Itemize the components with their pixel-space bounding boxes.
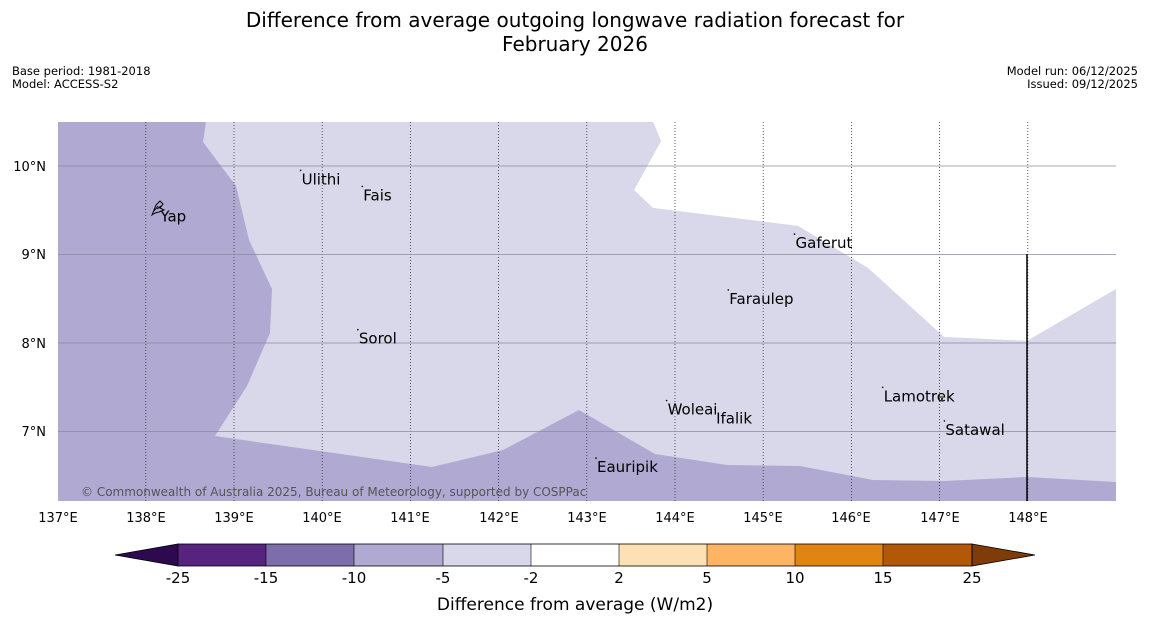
- colorbar-tick: 10: [785, 569, 804, 587]
- colorbar-tick: -2: [524, 569, 539, 587]
- lat-label-8n: 8°N: [22, 337, 47, 352]
- lon-label-138e: 138°E: [126, 511, 166, 526]
- place-label: Lamotrek: [884, 387, 955, 405]
- meridian-lines: [145, 122, 1029, 501]
- lon-label-144e: 144°E: [655, 511, 695, 526]
- lon-label-148e: 148°E: [1008, 511, 1048, 526]
- place-marker: Yap: [158, 206, 186, 226]
- colorbar-bin-3: [354, 544, 443, 566]
- meta-left: Base period: 1981-2018 Model: ACCESS-S2: [12, 65, 151, 91]
- place-label: Gaferut: [796, 234, 853, 252]
- place-marker: Lamotrek: [881, 386, 955, 405]
- contour-minus2-to-2: [634, 122, 1116, 341]
- lon-label-143e: 143°E: [567, 511, 607, 526]
- place-dot: [299, 169, 302, 172]
- place-dot: [881, 386, 884, 389]
- lon-label-145e: 145°E: [743, 511, 783, 526]
- place-label: Yap: [159, 208, 186, 226]
- colorbar-title: Difference from average (W/m2): [437, 595, 713, 615]
- place-dot: [665, 399, 668, 402]
- place-label: Sorol: [359, 330, 397, 348]
- colorbar-bin-7: [707, 544, 795, 566]
- place-marker: Satawal: [943, 420, 1005, 439]
- lon-label-147e: 147°E: [920, 511, 960, 526]
- colorbar-bin-5: [531, 544, 619, 566]
- place-dot: [595, 457, 597, 459]
- colorbar-bin-6: [619, 544, 707, 566]
- colorbar-tick: 25: [962, 569, 981, 587]
- place-marker: Ifalik: [714, 408, 752, 427]
- place-label: Woleai: [668, 401, 718, 419]
- place-marker: Gaferut: [793, 233, 853, 252]
- place-label: Satawal: [945, 421, 1004, 439]
- colorbar-bin-8: [795, 544, 883, 566]
- colorbar-frame: [177, 543, 973, 567]
- place-marker: Fais: [361, 185, 392, 204]
- place-marker: Eauripik: [595, 457, 658, 476]
- colorbar-extend-min: [114, 543, 179, 567]
- place-label: Ifalik: [716, 409, 752, 427]
- colorbar-tick: -15: [254, 569, 279, 587]
- issued-date: Issued: 09/12/2025: [1027, 77, 1138, 91]
- colorbar-tick: 15: [873, 569, 892, 587]
- lat-label-7n: 7°N: [22, 425, 47, 440]
- title-line-2: February 2026: [502, 32, 648, 56]
- colorbar: -25 -15 -10 -5 -2 2 5 10 15 25 Differenc…: [114, 543, 1036, 615]
- contour-minus5-to-minus2: [203, 122, 1116, 482]
- colorbar-tick: -10: [342, 569, 367, 587]
- colorbar-bin-1: [178, 544, 266, 566]
- place-dot: [714, 408, 716, 411]
- place-label: Eauripik: [597, 458, 658, 476]
- lon-label-137e: 137°E: [38, 511, 78, 526]
- lon-label-140e: 140°E: [302, 511, 342, 526]
- place-marker: Ulithi: [299, 169, 341, 188]
- place-label: Fais: [363, 186, 392, 204]
- place-labels: Ulithi Fais Yap Gaferut Faraulep Sorol WoleaiI…: [158, 169, 1005, 476]
- meta-right: Model run: 06/12/2025 Issued: 09/12/2025: [1007, 65, 1138, 91]
- place-marker: Sorol: [357, 328, 397, 348]
- model-name: Model: ACCESS-S2: [12, 77, 119, 91]
- place-marker: Faraulep: [727, 289, 794, 308]
- place-label: Faraulep: [729, 290, 793, 308]
- latitude-labels: 10°N 9°N 8°N 7°N: [13, 160, 46, 440]
- place-dot: [943, 420, 946, 422]
- place-marker: Woleai: [665, 399, 718, 419]
- colorbar-separators: [265, 544, 884, 566]
- copyright-note: © Commonwealth of Australia 2025, Bureau…: [81, 485, 586, 499]
- place-dot: [357, 328, 359, 331]
- colorbar-tick: 2: [614, 569, 624, 587]
- place-dot: [158, 206, 161, 209]
- colorbar-bin-9: [883, 544, 972, 566]
- colorbar-tick-labels: -25 -15 -10 -5 -2 2 5 10 15 25: [166, 569, 982, 587]
- lon-label-141e: 141°E: [390, 511, 430, 526]
- title-line-1: Difference from average outgoing longwav…: [245, 8, 905, 32]
- atoll-marker-small: [941, 398, 943, 400]
- longitude-labels: 137°E 138°E 139°E 140°E 141°E 142°E 143°…: [38, 511, 1048, 526]
- colorbar-tick: -5: [436, 569, 451, 587]
- lon-label-139e: 139°E: [214, 511, 254, 526]
- model-run: Model run: 06/12/2025: [1006, 64, 1138, 78]
- colorbar-bin-2: [266, 544, 354, 566]
- place-dot: [361, 185, 364, 188]
- lon-label-142e: 142°E: [479, 511, 519, 526]
- lon-label-146e: 146°E: [831, 511, 871, 526]
- place-dot: [727, 289, 730, 291]
- map-title: Difference from average outgoing longwav…: [0, 8, 1150, 56]
- colorbar-extend-max: [971, 543, 1036, 567]
- place-label: Ulithi: [302, 170, 341, 188]
- place-dot: [793, 233, 796, 235]
- colorbar-tick: 5: [702, 569, 712, 587]
- lat-label-9n: 9°N: [22, 248, 47, 263]
- colorbar-bin-4: [443, 544, 531, 566]
- colorbar-tick: -25: [166, 569, 191, 587]
- map-panel: Ulithi Fais Yap Gaferut Faraulep Sorol WoleaiI…: [58, 122, 1116, 501]
- base-period: Base period: 1981-2018: [12, 64, 151, 78]
- lat-label-10n: 10°N: [13, 160, 46, 175]
- parallel-lines: [58, 165, 1116, 432]
